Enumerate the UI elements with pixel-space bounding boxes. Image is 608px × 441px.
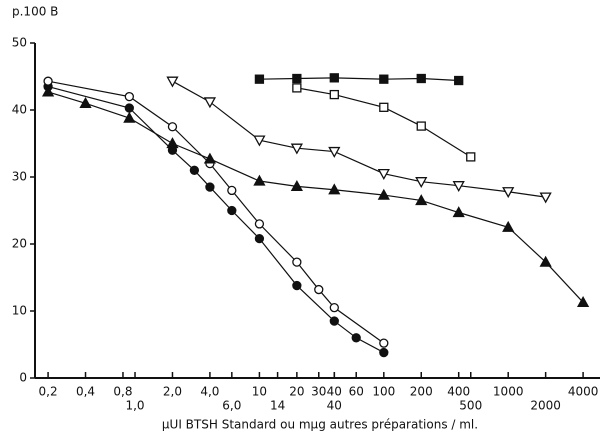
marker: [329, 73, 339, 83]
marker: [254, 233, 265, 244]
marker: [454, 75, 464, 86]
x-tick-label: 0,4: [76, 385, 95, 399]
y-tick-label: 50: [12, 36, 27, 50]
series-line: [172, 80, 546, 198]
series-line: [47, 85, 385, 354]
x-tick-label: 4,0: [200, 385, 219, 399]
marker: [416, 73, 426, 84]
marker: [539, 255, 552, 267]
x-tick-label: 2000: [530, 399, 561, 413]
x-tick-label: 0,8: [113, 385, 132, 399]
marker: [379, 102, 389, 112]
series-line: [47, 80, 385, 344]
marker: [79, 96, 92, 108]
series-line: [296, 87, 472, 158]
y-tick-label: 10: [12, 304, 27, 318]
series-line: [259, 77, 459, 82]
marker: [166, 137, 179, 149]
x-tick-label: 10: [252, 385, 267, 399]
marker: [290, 180, 303, 192]
x-tick-label: 4000: [568, 385, 599, 399]
marker: [254, 74, 265, 84]
marker: [123, 111, 136, 123]
marker: [290, 143, 303, 155]
marker: [377, 188, 390, 200]
marker: [124, 103, 134, 113]
y-tick-label: 20: [12, 237, 27, 251]
x-tick-label: 0,2: [39, 385, 58, 399]
marker: [43, 76, 53, 86]
marker: [415, 177, 428, 189]
series-line: [47, 91, 584, 303]
marker: [314, 284, 324, 295]
y-tick-label: 0: [19, 371, 27, 385]
marker: [189, 165, 200, 175]
marker: [377, 168, 390, 180]
x-tick-label: 2,0: [163, 385, 182, 399]
y-tick-label: 30: [12, 170, 27, 184]
marker: [379, 347, 389, 358]
marker: [329, 302, 339, 313]
x-tick-label: 100: [372, 385, 395, 399]
x-tick-label: 1000: [493, 385, 524, 399]
x-tick-label: 1,0: [125, 399, 144, 413]
marker: [166, 76, 179, 88]
marker: [292, 73, 302, 84]
marker: [329, 89, 339, 100]
marker: [328, 183, 341, 195]
x-tick-label: 200: [410, 385, 433, 399]
marker: [254, 219, 265, 229]
marker: [466, 152, 476, 162]
y-axis-label: p.100 B: [12, 5, 58, 19]
marker: [502, 187, 515, 199]
y-tick-label: 40: [12, 103, 27, 117]
marker: [351, 333, 361, 343]
marker: [328, 146, 341, 158]
x-tick-label: 500: [459, 399, 482, 413]
marker: [502, 220, 515, 232]
marker: [539, 192, 552, 204]
x-tick-label: 30: [311, 385, 326, 399]
marker: [41, 85, 55, 97]
marker: [292, 83, 302, 93]
x-tick-label: 400: [447, 385, 470, 399]
marker: [292, 280, 302, 291]
marker: [203, 97, 217, 109]
x-tick-label: 40: [327, 399, 342, 413]
x-tick-label: 60: [349, 385, 364, 399]
x-tick-label: 20: [289, 385, 304, 399]
marker: [379, 74, 389, 84]
marker: [205, 182, 215, 192]
marker: [452, 206, 465, 218]
marker: [227, 185, 237, 196]
x-tick-label: 6,0: [222, 399, 241, 413]
marker: [203, 152, 217, 164]
marker: [253, 135, 266, 147]
marker: [379, 338, 389, 348]
marker: [415, 194, 428, 206]
x-tick-label: 14: [270, 399, 285, 413]
marker: [416, 121, 426, 131]
x-axis-label: μUI BTSH Standard ou mμg autres préparat…: [162, 418, 478, 432]
marker: [253, 174, 266, 186]
marker: [167, 122, 178, 132]
marker: [124, 91, 134, 102]
marker: [292, 257, 302, 267]
marker: [329, 316, 339, 326]
x-tick-label: 40: [327, 385, 342, 399]
marker: [452, 181, 465, 193]
marker: [576, 295, 590, 307]
marker: [227, 205, 237, 216]
